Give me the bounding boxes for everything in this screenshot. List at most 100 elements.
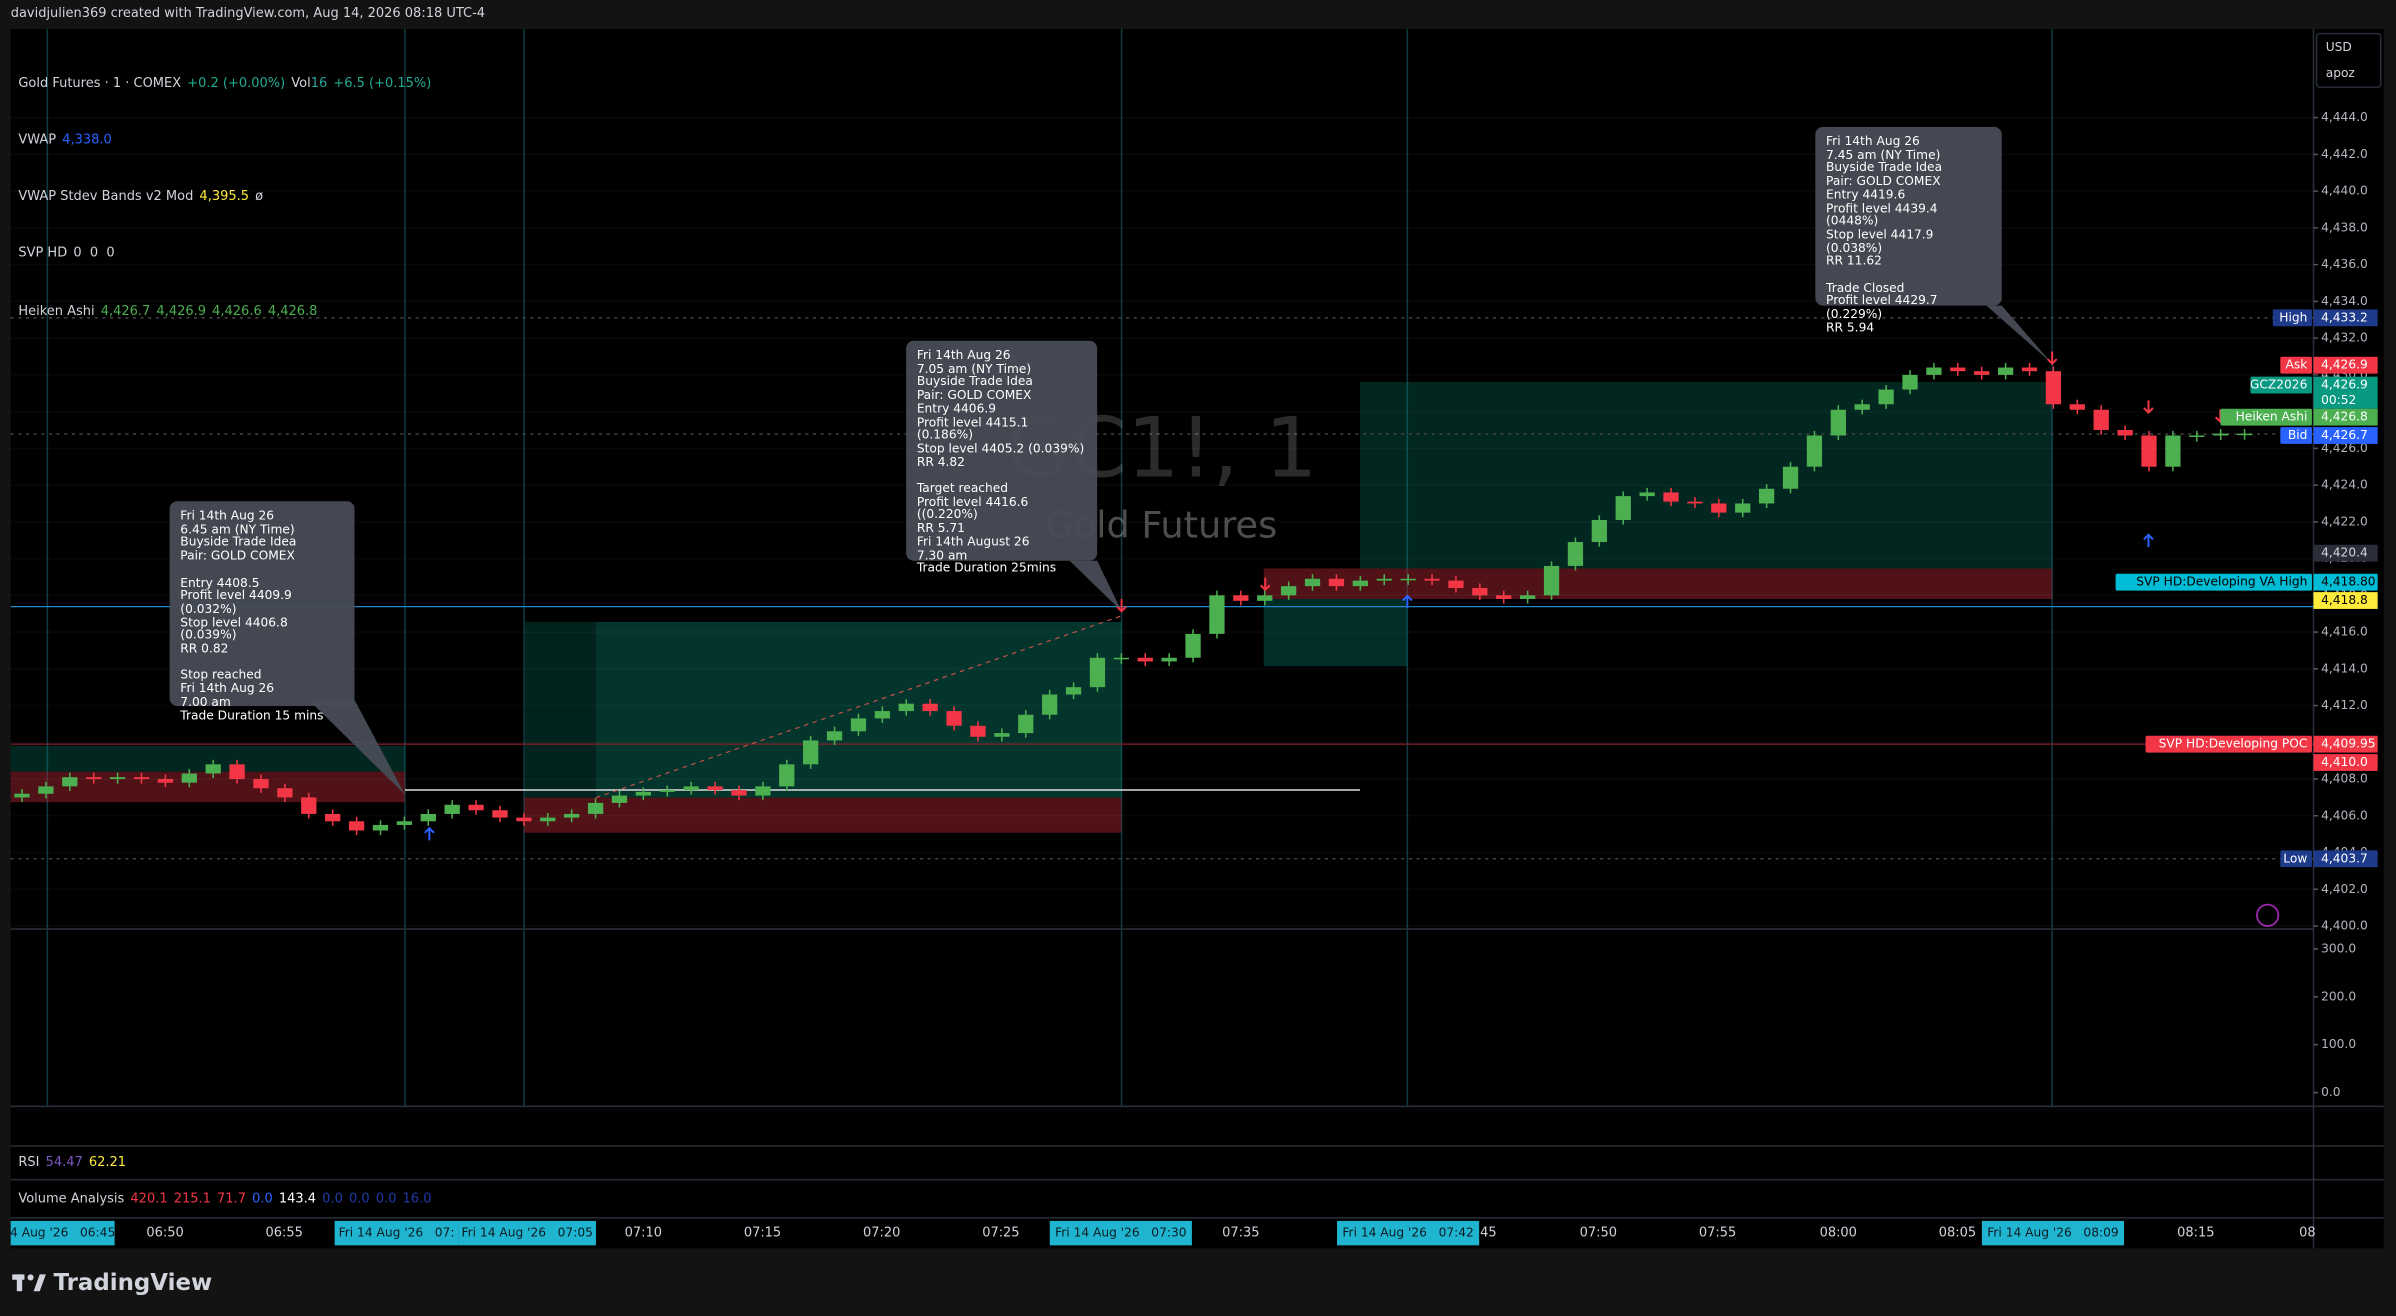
- y-tick-label: 4,416.0: [2321, 625, 2368, 639]
- candle-body: [1352, 580, 1368, 587]
- legend-vol-change: +6.5 (+0.15%): [333, 76, 432, 92]
- candle-body: [1376, 578, 1392, 581]
- price-label-box: [2313, 544, 2378, 562]
- candle-body: [779, 764, 795, 787]
- candle-body: [2021, 367, 2038, 372]
- y-tick-label: 4,440.0: [2321, 184, 2368, 198]
- annotation: Fri 14th Aug 26 6.45 am (NY Time) Buyside …: [169, 501, 355, 722]
- candle-body: [1854, 404, 1870, 410]
- price-label-tag: Ask: [2286, 358, 2309, 372]
- legend-symbol[interactable]: Gold Futures · 1 · COMEX: [18, 76, 182, 92]
- price-label-value: 4,410.0: [2321, 755, 2368, 769]
- time-cursor-box: [10, 1220, 115, 1246]
- va-value: 215.1: [173, 1191, 211, 1208]
- va-value: 420.1: [130, 1191, 168, 1208]
- candle-body: [277, 788, 293, 798]
- volume-tick-label: 0.0: [2321, 1085, 2340, 1099]
- legend-heiken-value: 4,426.6: [212, 303, 262, 319]
- legend-heiken[interactable]: Heiken Ashi: [18, 303, 95, 319]
- x-tick-label: 06:55: [266, 1226, 303, 1241]
- candle-body: [1233, 595, 1249, 601]
- price-label-tag-box: [2115, 573, 2312, 591]
- alert-icon[interactable]: [2256, 903, 2280, 927]
- scale-name: apoz: [2326, 66, 2355, 80]
- x-tick-label-partial: 08: [2299, 1226, 2316, 1241]
- annotation-paragraph: Stop reached Fri 14th Aug 26 7.00 am Trade …: [180, 669, 344, 723]
- price-label-box: [2313, 356, 2378, 374]
- candle-body: [2189, 435, 2205, 438]
- volume-tick-label: 300.0: [2321, 941, 2356, 955]
- candle-body: [540, 817, 556, 822]
- price-label-value: 4,426.8: [2321, 410, 2368, 424]
- annotation: Fri 14th Aug 26 7.05 am (NY Time) Buyside …: [906, 340, 1098, 574]
- trade-zones: [10, 382, 2053, 833]
- x-tick-label: 06:50: [146, 1226, 183, 1241]
- annotation-line: Pair: GOLD COMEX: [1826, 174, 1941, 189]
- candle-body: [707, 786, 723, 791]
- annotation-line: Profit level 4415.1 (0.186%): [916, 414, 1029, 442]
- axes: 4,400.04,402.04,404.04,406.04,408.04,410…: [10, 110, 2378, 1246]
- candles: [14, 362, 2253, 836]
- annotation-paragraph: Fri 14th Aug 26 6.45 am (NY Time) Buyside …: [180, 509, 344, 563]
- annotation-line: Trade Closed: [1826, 280, 1905, 295]
- candle-body: [946, 711, 962, 726]
- tv-logo: [12, 1274, 46, 1292]
- volume-tick-label: 100.0: [2321, 1037, 2356, 1051]
- candle-body: [1758, 488, 1775, 504]
- candle-body: [1424, 578, 1440, 581]
- price-label-value: 4,420.4: [2321, 546, 2368, 560]
- x-tick-label: 07:20: [863, 1226, 900, 1241]
- price-label-box: [2313, 850, 2378, 868]
- annotation-paragraph: Fri 14th Aug 26 7.05 am (NY Time) Buyside …: [916, 349, 1087, 470]
- y-tick-label: 4,426.0: [2321, 441, 2368, 455]
- candle-body: [1089, 657, 1106, 688]
- annotation-line: Entry 4419.6: [1826, 187, 1906, 202]
- x-tick-label: 08:00: [1820, 1226, 1857, 1241]
- candle-body: [1567, 542, 1584, 566]
- legend-vwap[interactable]: VWAP: [18, 132, 57, 149]
- annotation-line: 7.45 am (NY Time): [1826, 147, 1941, 162]
- pane-separators: [10, 29, 2384, 1249]
- rsi-value: 54.47: [45, 1155, 83, 1171]
- annotation-line: Buyside Trade Idea: [1826, 161, 1943, 175]
- annotation-line: Trade Duration 15 mins: [180, 708, 324, 723]
- candle-body: [1065, 687, 1082, 695]
- candle-body: [38, 786, 54, 794]
- candle-body: [2236, 433, 2253, 436]
- time-cursor-box: [1049, 1220, 1192, 1246]
- annotation-paragraph: Fri 14th Aug 26 7.45 am (NY Time) Buyside …: [1826, 135, 1991, 269]
- candle-body: [1974, 371, 1990, 375]
- price-label-tag: SVP HD:Developing VA High: [2136, 575, 2307, 589]
- legend-vol: 16: [310, 76, 328, 92]
- annotation-line: Target reached: [916, 481, 1009, 496]
- legend-svp[interactable]: SVP HD: [18, 246, 68, 263]
- candle-body: [2045, 371, 2062, 405]
- annotation-line: RR 11.62: [1826, 254, 1882, 268]
- candle-body: [14, 793, 30, 798]
- candle-body: [1472, 587, 1488, 596]
- annotation-line: RR 5.94: [1826, 320, 1875, 335]
- legend-heiken-value: 4,426.7: [100, 303, 151, 319]
- annotation-line: Profit level 4416.6 ((0.220%): [916, 494, 1029, 522]
- price-label-tag-box: [2280, 850, 2312, 868]
- legend-bands[interactable]: VWAP Stdev Bands v2 Mod: [18, 189, 194, 206]
- annotation-line: Pair: GOLD COMEX: [180, 548, 295, 563]
- annotation: Fri 14th Aug 26 7.45 am (NY Time) Buyside …: [1815, 126, 2002, 334]
- price-label-value: 4,426.9: [2321, 358, 2368, 372]
- va-name[interactable]: Volume Analysis: [18, 1191, 125, 1208]
- y-tick-label: 4,438.0: [2321, 220, 2368, 234]
- y-tick-label: 4,444.0: [2321, 110, 2368, 124]
- candle-body: [109, 777, 126, 780]
- candle-body: [970, 725, 986, 737]
- candle-body: [874, 711, 891, 719]
- price-label-tag: Bid: [2288, 428, 2308, 442]
- price-label-tag-box: [2272, 309, 2312, 327]
- annotation-line: Profit level 4429.7 (0.229%): [1826, 294, 1938, 322]
- candle-body: [564, 813, 580, 818]
- time-cursor-label: Fri 14 Aug '26 07:30: [1055, 1226, 1186, 1240]
- va-value: 0.0: [252, 1191, 273, 1208]
- candle-body: [683, 786, 699, 791]
- rsi-name[interactable]: RSI: [18, 1155, 40, 1171]
- candle-body: [1018, 714, 1034, 734]
- time-cursor-box: [334, 1220, 459, 1246]
